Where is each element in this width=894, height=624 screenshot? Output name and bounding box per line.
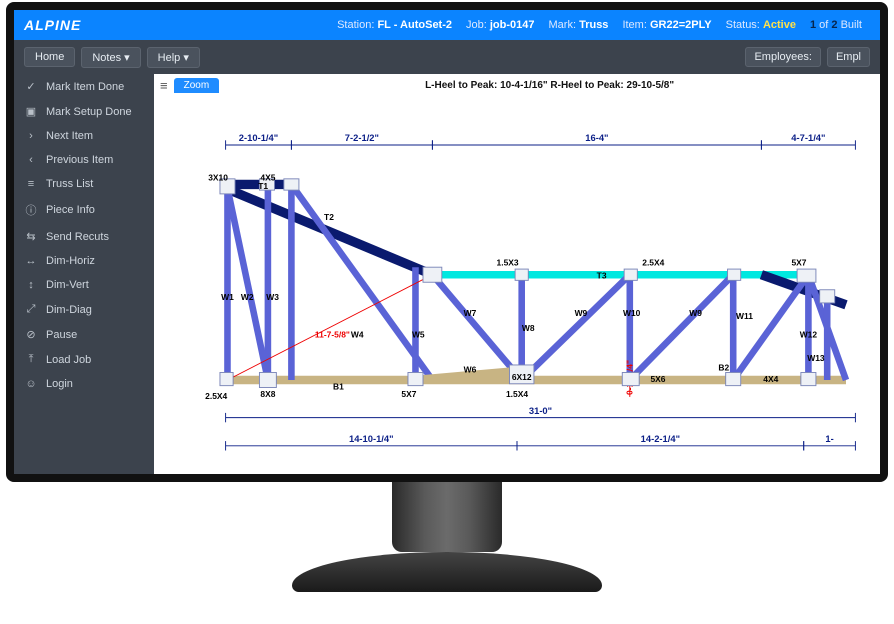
toolbar: Home Notes ▾ Help ▾ Employees: Empl: [14, 40, 880, 74]
brand-logo: ALPINE: [14, 17, 81, 33]
svg-text:7-2-1/2": 7-2-1/2": [345, 132, 379, 143]
sidebar-icon: ‹: [24, 154, 38, 166]
sidebar-icon: ⤒: [24, 353, 38, 366]
employees-field[interactable]: Empl: [827, 47, 870, 67]
svg-text:5X7: 5X7: [791, 257, 806, 267]
sidebar-icon: ☺: [24, 378, 38, 390]
monitor-base: [292, 552, 602, 592]
svg-text:4-7-1/4": 4-7-1/4": [791, 132, 825, 143]
svg-text:14-10-1/4": 14-10-1/4": [349, 433, 394, 444]
svg-text:14-2-1/4": 14-2-1/4": [641, 433, 680, 444]
svg-text:B2: B2: [718, 363, 729, 373]
svg-text:5X7: 5X7: [401, 389, 416, 399]
sidebar-label: Truss List: [46, 178, 93, 190]
svg-text:W13: W13: [807, 353, 825, 363]
topbar: ALPINE Station: FL - AutoSet-2 Job: job-…: [14, 10, 880, 40]
svg-text:16-4": 16-4": [585, 132, 608, 143]
svg-text:W11: W11: [736, 311, 753, 321]
sidebar-label: Load Job: [46, 354, 91, 366]
sidebar-label: Piece Info: [46, 204, 95, 216]
truss-drawing[interactable]: 11-7-5/8" 0-11-1/4": [154, 98, 880, 474]
svg-text:T1: T1: [258, 181, 268, 191]
sidebar-icon: ≡: [24, 178, 38, 190]
sidebar-label: Previous Item: [46, 154, 113, 166]
svg-text:W6: W6: [464, 364, 477, 374]
svg-text:W10: W10: [623, 308, 641, 318]
sidebar-label: Mark Item Done: [46, 81, 124, 93]
sidebar-label: Send Recuts: [46, 231, 109, 243]
svg-text:W2: W2: [241, 292, 254, 302]
svg-text:W9: W9: [575, 308, 588, 318]
sidebar-item-5[interactable]: ⓘ Piece Info: [14, 196, 154, 224]
help-button[interactable]: Help ▾: [147, 47, 200, 68]
svg-text:31-0": 31-0": [529, 405, 552, 416]
sidebar-label: Login: [46, 378, 73, 390]
svg-text:5X6: 5X6: [650, 374, 665, 384]
sidebar-label: Mark Setup Done: [46, 106, 132, 118]
sidebar-item-3[interactable]: ‹ Previous Item: [14, 148, 154, 172]
sidebar-icon: ⤢: [24, 303, 38, 316]
sidebar-item-9[interactable]: ⤢ Dim-Diag: [14, 297, 154, 322]
sidebar-label: Pause: [46, 329, 77, 341]
sidebar-item-1[interactable]: ▣ Mark Setup Done: [14, 99, 154, 124]
sidebar-item-8[interactable]: ↕ Dim-Vert: [14, 273, 154, 297]
svg-text:W7: W7: [464, 308, 477, 318]
sidebar-icon: ✓: [24, 80, 38, 93]
svg-text:W9: W9: [689, 308, 702, 318]
svg-text:1.5X4: 1.5X4: [506, 389, 528, 399]
top-info: Station: FL - AutoSet-2 Job: job-0147 Ma…: [337, 19, 880, 31]
svg-text:6X12: 6X12: [512, 372, 532, 382]
sidebar-icon: ›: [24, 130, 38, 142]
zoom-tab[interactable]: Zoom: [174, 78, 220, 93]
svg-text:11-7-5/8": 11-7-5/8": [315, 330, 350, 340]
notes-button[interactable]: Notes ▾: [81, 47, 140, 68]
svg-text:W5: W5: [412, 330, 425, 340]
canvas: ≡ Zoom L-Heel to Peak: 10-4-1/16" R-Heel…: [154, 74, 880, 474]
svg-text:1.5X3: 1.5X3: [497, 257, 519, 267]
sidebar-label: Next Item: [46, 130, 93, 142]
svg-text:1-: 1-: [825, 433, 833, 444]
sidebar-icon: ↕: [24, 279, 38, 291]
sidebar-label: Dim-Vert: [46, 279, 89, 291]
sidebar: ✓ Mark Item Done ▣ Mark Setup Done › Next Ite…: [14, 74, 154, 474]
sidebar-item-4[interactable]: ≡ Truss List: [14, 172, 154, 196]
employees-label[interactable]: Employees:: [745, 47, 820, 67]
sidebar-item-11[interactable]: ⤒ Load Job: [14, 347, 154, 372]
sidebar-item-10[interactable]: ⊘ Pause: [14, 322, 154, 347]
svg-text:B1: B1: [333, 381, 344, 391]
svg-text:8X8: 8X8: [260, 389, 275, 399]
svg-text:2-10-1/4": 2-10-1/4": [239, 132, 278, 143]
svg-text:W8: W8: [522, 323, 535, 333]
svg-text:T2: T2: [324, 212, 334, 222]
svg-text:2.5X4: 2.5X4: [205, 391, 227, 401]
sidebar-item-2[interactable]: › Next Item: [14, 124, 154, 148]
svg-text:W1: W1: [221, 292, 234, 302]
svg-text:W12: W12: [800, 330, 818, 340]
sidebar-icon: ⓘ: [24, 202, 38, 218]
sidebar-item-12[interactable]: ☺ Login: [14, 372, 154, 396]
home-button[interactable]: Home: [24, 47, 75, 67]
svg-text:2.5X4: 2.5X4: [642, 257, 664, 267]
hamburger-icon[interactable]: ≡: [160, 78, 168, 93]
sidebar-item-0[interactable]: ✓ Mark Item Done: [14, 74, 154, 99]
monitor-neck: [392, 482, 502, 552]
sidebar-icon: ↔: [24, 255, 38, 267]
sidebar-item-6[interactable]: ⇆ Send Recuts: [14, 224, 154, 249]
sidebar-icon: ▣: [24, 105, 38, 118]
svg-text:W4: W4: [351, 330, 364, 340]
sidebar-icon: ⊘: [24, 328, 38, 341]
heel-text: L-Heel to Peak: 10-4-1/16" R-Heel to Pea…: [425, 80, 674, 91]
sidebar-label: Dim-Diag: [46, 304, 92, 316]
sidebar-item-7[interactable]: ↔ Dim-Horiz: [14, 249, 154, 273]
svg-text:4X4: 4X4: [763, 374, 778, 384]
svg-text:W3: W3: [266, 292, 279, 302]
svg-text:3X10: 3X10: [208, 173, 228, 183]
sidebar-icon: ⇆: [24, 230, 38, 243]
sidebar-label: Dim-Horiz: [46, 255, 95, 267]
svg-text:T3: T3: [597, 270, 607, 280]
